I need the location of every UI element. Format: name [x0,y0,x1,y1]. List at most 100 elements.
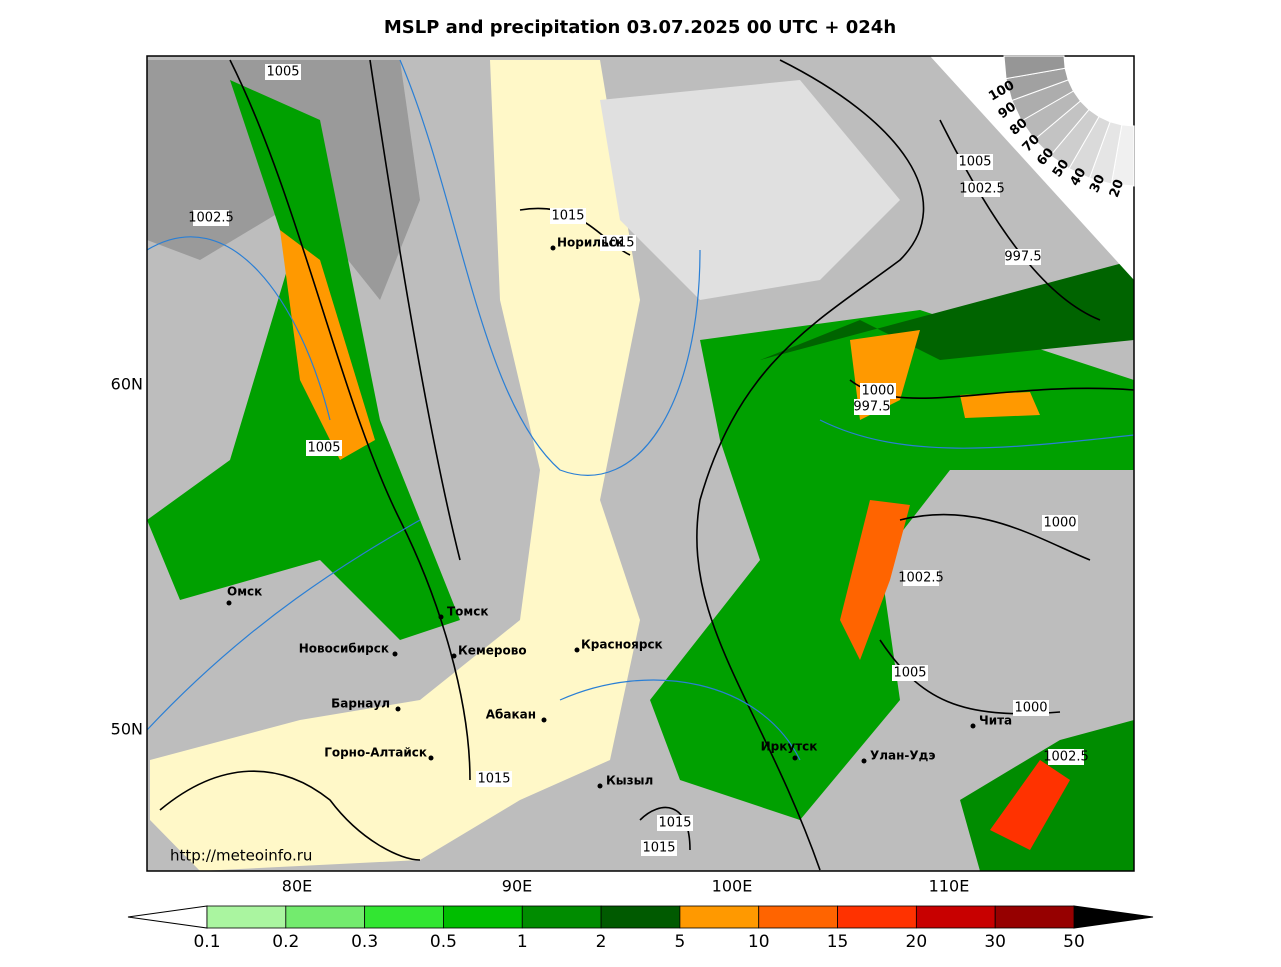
isobar-label: 1015 [658,816,691,831]
colorbar-extend-high [1073,905,1154,929]
isobar-label: 1005 [266,65,299,80]
city-label: Иркутск [761,740,818,754]
isobar-label-bg [1042,515,1078,531]
isobar-label: 1000 [861,384,894,399]
city-dot [395,706,401,712]
city-dot [574,647,580,653]
city-label: Кемерово [458,644,527,658]
colorbar-swatch [285,905,366,929]
colorbar-swatch [443,905,523,929]
city-label: Чита [979,714,1012,728]
lon-label: 80E [282,877,312,896]
isobar-label: 1002.5 [898,571,944,586]
city-dot [451,653,457,659]
isobar-label: 1005 [958,155,991,170]
colorbar-label: 5 [674,932,685,952]
isobar-label-bg [550,208,586,224]
city-dot [392,651,398,657]
isobar-label: 997.5 [853,400,890,415]
city-label: Красноярск [581,638,663,652]
colorbar-swatch [679,905,760,929]
lon-label: 100E [712,877,753,896]
colorbar-swatch [600,905,681,929]
colorbar-swatch [915,905,996,929]
city-dot [541,717,547,723]
isobar-label: 1015 [642,841,675,856]
city-label: Кызыл [606,774,653,788]
isobar-label-bg [1048,749,1084,765]
cloud-scale [1003,55,1135,187]
colorbar-swatch [994,905,1075,929]
isobar-label: 1015 [601,236,634,251]
city-dot [792,755,798,761]
isobar-label-bg [892,665,928,681]
city-label: Барнаул [331,697,390,711]
colorbar-label: 0.2 [272,932,299,952]
colorbar-label: 50 [1063,932,1085,952]
city-label: Омск [227,585,262,599]
city-dot [550,245,556,251]
isobar-label-bg [860,383,896,399]
colorbar-swatch [758,905,838,929]
colorbar-label: 30 [984,932,1006,952]
isobar-label-bg [476,771,512,787]
city-label: Улан-Удэ [870,749,935,763]
isobar-label-bg [657,815,693,831]
cloud-label: 20 [1107,177,1127,199]
isobar-label-bg [1013,700,1049,716]
cloud-label: 30 [1087,172,1108,195]
city-label: Абакан [486,708,536,722]
isobar-label: 1005 [307,441,340,456]
isobar-label: 1015 [477,772,510,787]
city-dot [597,783,603,789]
isobar-label: 1002.5 [188,211,234,226]
city-label: Норильск [557,236,624,250]
isobar-label-bg [854,399,890,415]
city-label: Горно-Алтайск [324,746,427,760]
isobar-label-bg [265,64,301,80]
city-label: Томск [447,605,489,619]
isobar-label: 997.5 [1004,250,1041,265]
colorbar-swatch [364,905,444,929]
isobar-label: 1005 [893,666,926,681]
isobar-label: 1015 [551,209,584,224]
isobar-label-bg [641,840,677,856]
colorbar-swatch [837,905,917,929]
city-dot [226,600,232,606]
isobar-label: 1000 [1043,516,1076,531]
lon-label: 110E [929,877,970,896]
colorbar-swatch [521,905,602,929]
isobar-label-bg [193,210,229,226]
city-dot [428,755,434,761]
colorbar-label: 0.5 [430,932,457,952]
isobar-label-bg [957,154,993,170]
colorbar-label: 20 [906,932,928,952]
isobar-label-bg [964,181,1000,197]
isobar-label-bg [600,235,636,251]
city-labels: Норильск Омск Томск Новосибирск Кемерово Крас… [226,236,1012,789]
colorbar: 0.1 0.2 0.3 0.5 1 2 5 10 15 20 30 50 [127,905,1154,952]
colorbar-label: 0.1 [193,932,220,952]
map-background [147,56,1134,871]
cloud-scale-labels: 100 90 80 70 60 50 40 30 20 [986,78,1127,200]
colorbar-label: 0.3 [351,932,378,952]
colorbar-label: 1 [517,932,528,952]
colorbar-label: 15 [827,932,849,952]
cloud-wedge [1003,55,1066,80]
isobar-label: 1002.5 [959,182,1005,197]
city-dot [438,614,444,620]
colorbar-label: 10 [748,932,770,952]
isobar-label: 1002.5 [1043,750,1089,765]
isobar-label-bg [1005,249,1041,265]
lat-label: 50N [111,720,143,739]
colorbar-swatch [206,905,287,929]
lat-label: 60N [111,375,143,394]
city-dot [861,758,867,764]
isobar-label: 1000 [1014,701,1047,716]
lon-label: 90E [502,877,532,896]
map-frame [146,55,1135,872]
isobar-label-bg [903,570,939,586]
colorbar-label: 2 [596,932,607,952]
